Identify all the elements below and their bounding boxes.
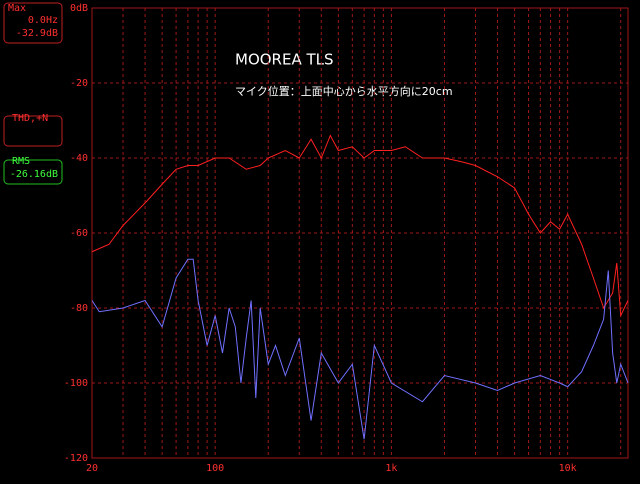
y-tick-label: -100 xyxy=(64,378,88,389)
max-label: Max xyxy=(8,3,26,14)
max-level: -32.9dB xyxy=(16,28,58,39)
x-tick-label: 100 xyxy=(206,463,224,474)
thd-label: THD,+N xyxy=(12,113,48,124)
spectrum-line xyxy=(91,134,629,318)
rms-box xyxy=(3,159,63,185)
y-tick-label: 0dB xyxy=(70,3,88,14)
rms-label: RMS xyxy=(12,156,30,167)
chart-title: MOOREA TLS xyxy=(235,51,334,69)
x-tick-label: 1k xyxy=(385,463,397,474)
max-box xyxy=(3,2,63,44)
y-tick-label: -20 xyxy=(70,78,88,89)
plot-frame xyxy=(91,7,629,459)
thd-box xyxy=(3,115,63,147)
x-tick-label: 10k xyxy=(559,463,577,474)
y-tick-label: -40 xyxy=(70,153,88,164)
chart-subtitle: マイク位置：上面中心から水平方向に20cm xyxy=(235,84,453,98)
rms-level: -26.16dB xyxy=(10,169,58,180)
y-tick-label: -60 xyxy=(70,228,88,239)
y-tick-label: -80 xyxy=(70,303,88,314)
y-tick-label: -120 xyxy=(64,453,88,464)
max-freq: 0.0Hz xyxy=(28,15,58,26)
spectrum-line xyxy=(91,258,629,440)
x-tick-label: 20 xyxy=(86,463,98,474)
